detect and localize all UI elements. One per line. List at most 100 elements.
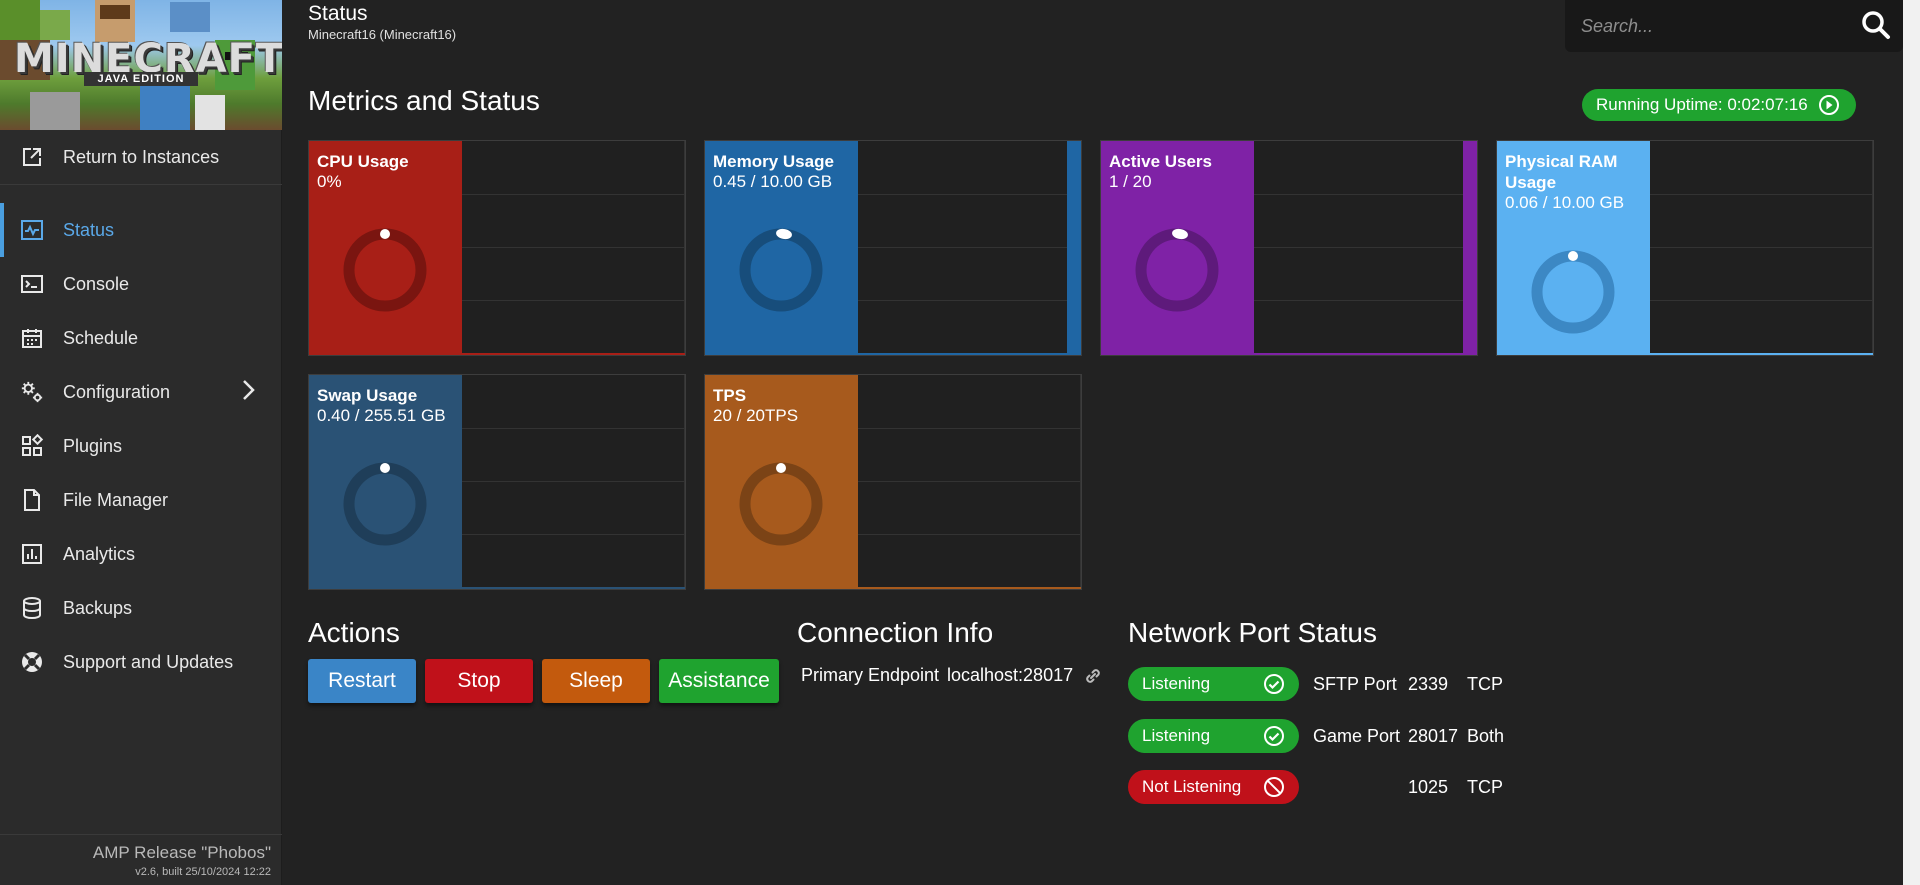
graph-baseline — [462, 587, 685, 589]
metric-card-cpu: CPU Usage 0% — [308, 140, 686, 356]
sidebar-item-label: Configuration — [63, 381, 171, 402]
metric-name: Active Users — [1109, 152, 1213, 171]
return-to-instances-button[interactable]: Return to Instances — [0, 130, 282, 184]
graph-baseline — [1650, 353, 1873, 355]
database-icon — [20, 596, 44, 620]
sidebar-item-schedule[interactable]: Schedule — [0, 311, 282, 365]
sidebar-item-console[interactable]: Console — [0, 257, 282, 311]
metrics-title: Metrics and Status — [308, 85, 540, 116]
graph-gridline — [462, 534, 685, 535]
connection-info-title: Connection Info — [797, 617, 994, 648]
metric-panel — [705, 141, 858, 355]
metric-value: 0.06 / 10.00 GB — [1505, 193, 1625, 212]
graph-gridline — [1080, 375, 1081, 589]
metric-graph — [858, 141, 1081, 355]
graph-baseline — [1254, 353, 1477, 355]
sidebar-item-configuration[interactable]: Configuration — [0, 365, 282, 419]
metric-value: 1 / 20 — [1109, 172, 1152, 191]
primary-endpoint-value[interactable]: localhost:28017 — [947, 665, 1074, 685]
port-number: 28017 — [1408, 726, 1459, 746]
graph-gridline — [858, 194, 1081, 195]
metric-card-active-users: Active Users 1 / 20 — [1100, 140, 1478, 356]
sidebar-item-backups[interactable]: Backups — [0, 581, 282, 635]
sidebar-item-status[interactable]: Status — [0, 203, 282, 257]
metric-graph — [1254, 141, 1477, 355]
graph-baseline — [858, 353, 1081, 355]
metric-value: 0.45 / 10.00 GB — [713, 172, 833, 191]
metric-gauge — [343, 228, 427, 312]
prohibited-icon — [1263, 776, 1285, 803]
graph-gridline — [1254, 194, 1477, 195]
sidebar-footer-divider — [0, 834, 282, 835]
nav-divider — [0, 184, 282, 185]
graph-gridline — [1650, 247, 1873, 248]
sidebar-item-file-manager[interactable]: File Manager — [0, 473, 282, 527]
stop-button[interactable]: Stop — [425, 659, 533, 703]
page-title: Status — [308, 2, 368, 25]
sleep-button[interactable]: Sleep — [542, 659, 650, 703]
actions-title: Actions — [308, 617, 400, 648]
graph-gridline — [858, 300, 1081, 301]
metric-gauge — [1531, 250, 1615, 334]
search-input[interactable] — [1581, 12, 1851, 40]
metric-value: 0.40 / 255.51 GB — [317, 406, 446, 425]
instance-name: Minecraft16 (Minecraft16) — [308, 27, 457, 42]
sidebar-item-support[interactable]: Support and Updates — [0, 635, 282, 689]
graph-baseline — [462, 353, 685, 355]
sidebar-item-label: Plugins — [63, 435, 123, 456]
metric-name: Physical RAM Usage — [1505, 152, 1618, 192]
port-status-badge: Listening — [1128, 667, 1299, 701]
metric-graph — [462, 375, 685, 589]
graph-gridline — [684, 375, 685, 589]
graph-gridline — [1254, 247, 1477, 248]
return-to-instances-label: Return to Instances — [63, 146, 220, 167]
port-status-badge: Listening — [1128, 719, 1299, 753]
graph-gridline — [1254, 300, 1477, 301]
metric-panel — [705, 375, 858, 589]
sidebar-item-label: Support and Updates — [63, 651, 234, 672]
build-info: v2.6, built 25/10/2024 12:22 — [135, 866, 271, 878]
sidebar-item-plugins[interactable]: Plugins — [0, 419, 282, 473]
assistance-button[interactable]: Assistance — [659, 659, 779, 703]
metric-graph — [858, 375, 1081, 589]
sidebar-item-analytics[interactable]: Analytics — [0, 527, 282, 581]
graph-gridline — [462, 247, 685, 248]
metric-panel — [1497, 141, 1650, 355]
port-protocol: Both — [1467, 726, 1505, 746]
graph-series-band — [1463, 141, 1477, 353]
link-icon[interactable] — [1083, 666, 1103, 691]
metric-card-tps: TPS 20 / 20TPS — [704, 374, 1082, 590]
uptime-badge[interactable]: Running Uptime: 0:02:07:16 — [1582, 89, 1856, 121]
sidebar-item-label: File Manager — [63, 489, 169, 510]
search-icon[interactable] — [1861, 10, 1891, 45]
graph-gridline — [1650, 300, 1873, 301]
graph-gridline — [684, 141, 685, 355]
network-port-status-title: Network Port Status — [1128, 617, 1377, 648]
metric-name: CPU Usage — [317, 152, 409, 171]
sidebar: MINECRAFT JAVA EDITION Return to Instanc… — [0, 0, 282, 885]
graph-gridline — [858, 428, 1081, 429]
lifebuoy-icon — [20, 650, 44, 674]
graph-gridline — [462, 194, 685, 195]
metric-panel — [1101, 141, 1254, 355]
check-circle-icon — [1263, 725, 1285, 752]
sidebar-item-label: Console — [63, 273, 130, 294]
calendar-icon — [20, 326, 44, 350]
graph-gridline — [462, 428, 685, 429]
port-status-text: Not Listening — [1142, 777, 1242, 796]
metric-panel — [309, 141, 462, 355]
primary-endpoint-label: Primary Endpoint — [801, 665, 940, 685]
graph-gridline — [858, 247, 1081, 248]
chevron-right-icon — [240, 378, 256, 407]
scrollbar[interactable] — [1903, 0, 1920, 885]
metric-value: 0% — [317, 172, 342, 191]
minecraft-logo: MINECRAFT JAVA EDITION — [0, 0, 282, 130]
release-name: AMP Release "Phobos" — [92, 843, 271, 862]
metric-graph — [462, 141, 685, 355]
metric-gauge — [739, 228, 823, 312]
metric-gauge — [739, 462, 823, 546]
metric-name: Memory Usage — [713, 152, 834, 171]
restart-button[interactable]: Restart — [308, 659, 416, 703]
graph-gridline — [1650, 194, 1873, 195]
graph-gridline — [462, 481, 685, 482]
